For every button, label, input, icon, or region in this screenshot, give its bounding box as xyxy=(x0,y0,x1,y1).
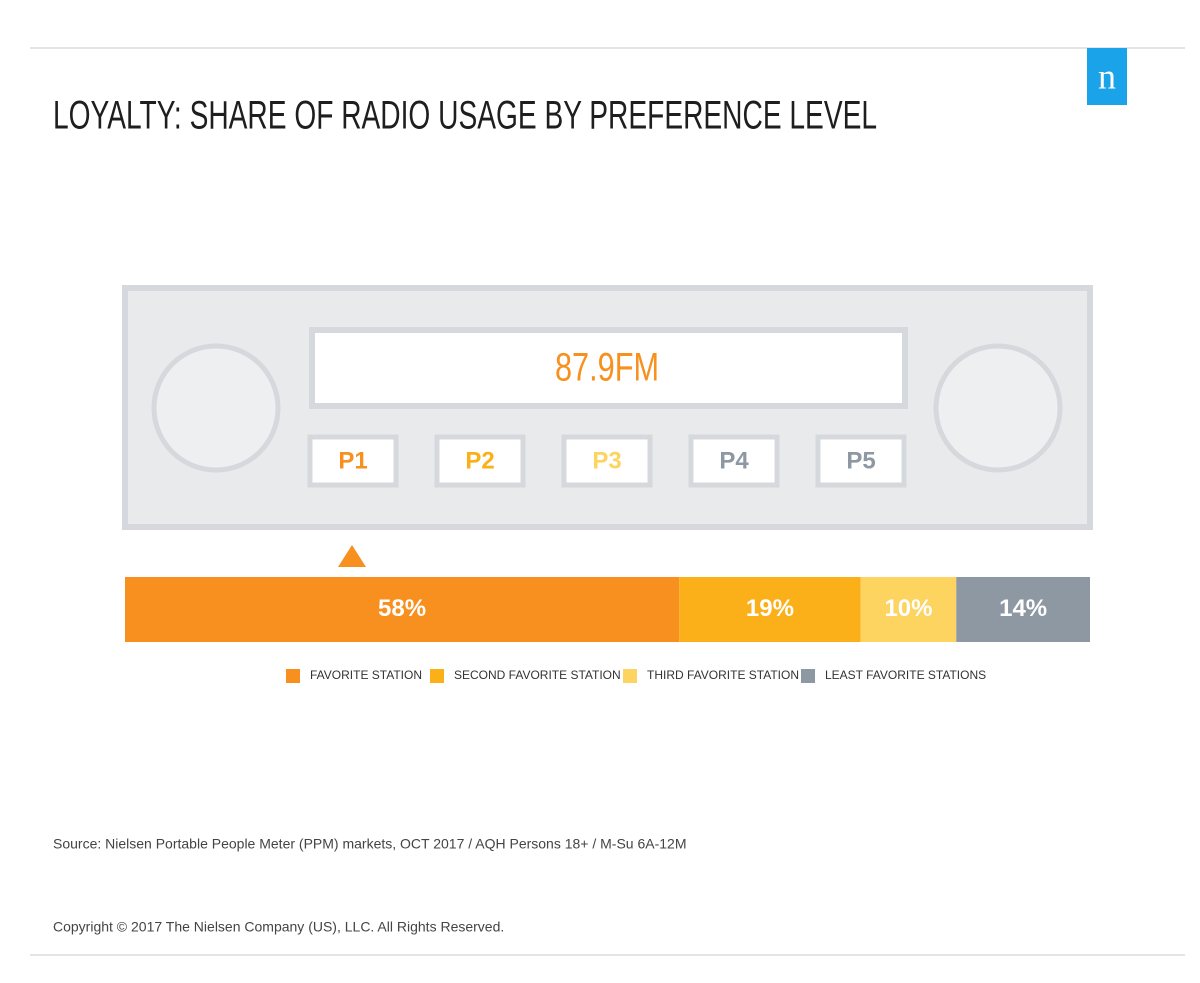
preset-label: P3 xyxy=(592,447,621,474)
value-label: 14% xyxy=(999,595,1047,622)
bar-segment xyxy=(679,577,861,642)
source: Source: Nielsen Portable People Meter (P… xyxy=(53,836,687,852)
legend-label: FAVORITE STATION xyxy=(310,668,422,682)
knob xyxy=(933,343,1063,473)
preset-label: P1 xyxy=(338,447,367,474)
display xyxy=(309,327,908,409)
value-label: 19% xyxy=(746,595,794,622)
legend-swatch xyxy=(801,669,815,683)
preset-button xyxy=(434,434,526,488)
value-label: 58% xyxy=(378,595,426,622)
copyright: Copyright © 2017 The Nielsen Company (US… xyxy=(53,919,504,935)
value-label: 10% xyxy=(884,595,932,622)
bar-segment xyxy=(125,577,680,642)
legend-swatch xyxy=(623,669,637,683)
chart-title: LOYALTY: SHARE OF RADIO USAGE BY PREFERE… xyxy=(53,94,877,138)
legend-label: SECOND FAVORITE STATION xyxy=(454,668,621,682)
preset-label: P4 xyxy=(719,447,749,474)
knob xyxy=(151,343,281,473)
preset-button xyxy=(815,434,907,488)
bar-segment xyxy=(860,577,957,642)
legend-label: LEAST FAVORITE STATIONS xyxy=(825,668,986,682)
legend-swatch xyxy=(286,669,300,683)
preset-button xyxy=(307,434,399,488)
display-text: 87.9FM xyxy=(555,346,659,390)
preset-button xyxy=(688,434,780,488)
logo: n xyxy=(1098,56,1116,96)
preset-button xyxy=(561,434,653,488)
pointer xyxy=(338,545,366,567)
preset-label: P5 xyxy=(846,447,875,474)
legend-label: THIRD FAVORITE STATION xyxy=(647,668,799,682)
logo-box xyxy=(1087,48,1127,105)
bar-segment xyxy=(956,577,1090,642)
legend-swatch xyxy=(430,669,444,683)
preset-label: P2 xyxy=(465,447,494,474)
